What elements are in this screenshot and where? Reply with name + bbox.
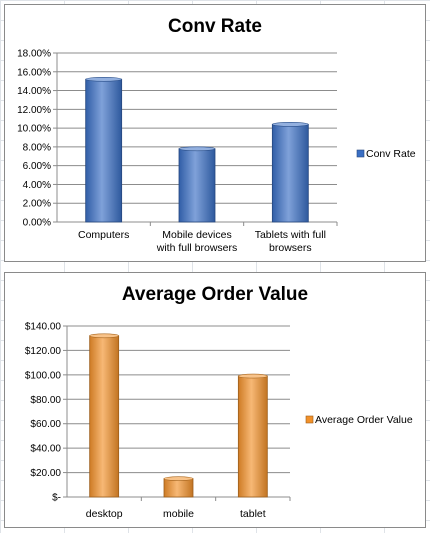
bar-top [163,476,194,481]
y-tick-label: $60.00 [30,419,61,430]
y-tick-label: 18.00% [17,49,51,60]
y-tick-label: $80.00 [30,395,61,406]
average-order-value-chart: Average Order Value $- $20.00 $40.00 $60.00… [4,272,426,528]
bar [271,123,309,223]
y-tick-label: $140.00 [25,322,62,333]
x-category-label: Mobile devices with full browsers [156,229,238,254]
bar [85,78,123,223]
y-tick-label: $100.00 [25,370,62,381]
y-tick-label: 8.00% [23,142,51,153]
y-tick-label: 4.00% [23,180,51,191]
x-category-label: Tablets with full browsers [255,229,326,254]
legend-swatch [356,149,365,158]
chart-title: Average Order Value [121,284,309,305]
bar-top [89,333,119,339]
legend-label: Conv Rate [366,148,416,160]
chart-title: Conv Rate [168,16,262,37]
y-tick-label: 6.00% [23,161,51,172]
y-tick-label: 10.00% [17,124,51,135]
x-category-label: desktop [86,508,123,520]
x-category-label: Computers [78,229,129,241]
conv-rate-chart: Conv Rate 0.00% 2.00% 4.00% 6.00% 8.00% 10.00… [4,4,426,262]
y-tick-label: $20.00 [30,468,61,479]
bar-top [85,76,122,82]
bar [178,148,216,223]
y-tick-label: 14.00% [17,86,51,97]
legend-swatch [305,415,314,424]
y-tick-label: $120.00 [25,346,62,357]
bar [89,335,120,498]
bar [163,478,194,498]
x-category-label: mobile [163,508,194,520]
average-order-value-plot: $- $20.00 $40.00 $60.00 $80.00 $100.00 $120.00… [25,322,413,521]
y-tick-label: 0.00% [23,218,51,229]
bar-top [272,122,309,127]
y-tick-label: 12.00% [17,105,51,116]
bar [237,375,268,498]
conv-rate-plot: 0.00% 2.00% 4.00% 6.00% 8.00% 10.00% 12.00% 14.… [17,49,416,255]
y-tick-label: $- [52,493,61,504]
bar-top [178,146,216,152]
legend-label: Average Order Value [315,414,413,426]
bar-top [238,373,268,379]
x-category-label: tablet [240,508,266,520]
y-tick-label: 16.00% [17,67,51,78]
y-tick-label: $40.00 [30,444,61,455]
y-tick-label: 2.00% [23,199,51,210]
